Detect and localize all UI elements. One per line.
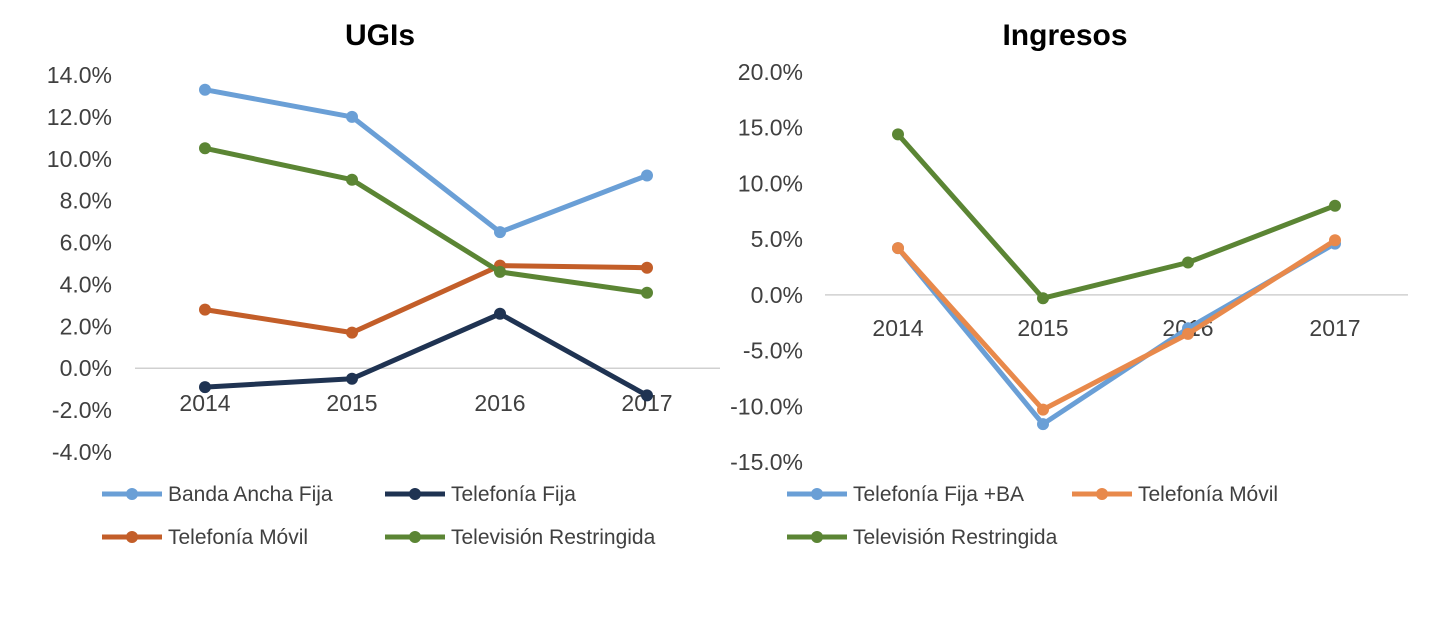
data-point [1182, 327, 1194, 340]
data-point [494, 265, 506, 278]
legend-swatch-marker [1096, 488, 1108, 500]
legend-swatch-marker [409, 531, 421, 543]
legend-swatch-marker [126, 488, 138, 500]
x-tick-label: 2015 [1017, 315, 1068, 341]
data-point [1037, 418, 1049, 431]
data-point [494, 226, 506, 239]
legend-entry: Telefonía Fija [385, 483, 576, 506]
y-tick-label: 20.0% [738, 59, 803, 85]
legend-label: Telefonía Móvil [1138, 483, 1278, 506]
y-tick-label: 12.0% [47, 104, 112, 130]
x-tick-label: 2014 [872, 315, 923, 341]
data-point [199, 142, 211, 155]
legend-swatch-marker [126, 531, 138, 543]
series-1 [892, 234, 1341, 416]
y-tick-label: -15.0% [730, 449, 803, 475]
legend-label: Televisión Restringida [451, 526, 656, 549]
data-point [1182, 256, 1194, 269]
legend-swatch-marker [811, 531, 823, 543]
series-line [202, 263, 650, 336]
y-tick-label: 0.0% [60, 355, 112, 381]
legend-label: Telefonía Fija +BA [853, 483, 1024, 506]
x-tick-label: 2015 [326, 390, 377, 416]
series-2 [199, 259, 653, 339]
series-0 [892, 237, 1341, 431]
y-tick-label: -4.0% [52, 439, 112, 465]
y-tick-label: -2.0% [52, 397, 112, 423]
data-point [346, 326, 358, 339]
legend-label: Telefonía Fija [451, 483, 576, 506]
data-point [641, 169, 653, 182]
series-line [202, 145, 650, 296]
chart-0: UGIs 14.0% 12.0% 10.0% 8.0% 6.0% 4.0% 2.0% 0.0% -… [47, 19, 720, 549]
x-tick-label: 2014 [179, 390, 230, 416]
data-point [892, 128, 904, 141]
series-line [895, 237, 1338, 413]
series-3 [199, 142, 653, 299]
data-point [641, 389, 653, 402]
series-line [895, 241, 1338, 427]
y-tick-label: 6.0% [60, 230, 112, 256]
legend-swatch-marker [811, 488, 823, 500]
data-point [1329, 234, 1341, 247]
legend-label: Telefonía Móvil [168, 526, 308, 549]
series-1 [199, 307, 653, 402]
x-tick-label: 2016 [474, 390, 525, 416]
data-point [641, 261, 653, 274]
y-tick-label: 10.0% [47, 146, 112, 172]
legend-entry: Televisión Restringida [385, 526, 656, 549]
data-point [199, 381, 211, 394]
data-point [1037, 292, 1049, 305]
y-tick-label: 10.0% [738, 170, 803, 196]
series-0 [199, 83, 653, 239]
y-tick-label: -10.0% [730, 393, 803, 419]
series-2 [892, 128, 1341, 305]
data-point [892, 242, 904, 255]
legend-entry: Banda Ancha Fija [102, 483, 333, 506]
chart-title: Ingresos [1002, 19, 1127, 52]
y-tick-label: 0.0% [751, 282, 803, 308]
data-point [346, 372, 358, 385]
chart-1: Ingresos 20.0% 15.0% 10.0% 5.0% 0.0% -5.0% -10.… [730, 19, 1408, 549]
data-point [1037, 403, 1049, 416]
data-point [641, 286, 653, 299]
series-line [202, 311, 650, 398]
y-tick-label: 8.0% [60, 188, 112, 214]
legend-entry: Telefonía Fija +BA [787, 483, 1024, 506]
y-tick-label: 4.0% [60, 271, 112, 297]
data-point [494, 307, 506, 320]
legend-label: Banda Ancha Fija [168, 483, 333, 506]
data-point [199, 83, 211, 96]
y-tick-label: 2.0% [60, 313, 112, 339]
y-tick-label: -5.0% [743, 338, 803, 364]
series-line [202, 87, 650, 235]
chart-title: UGIs [345, 19, 415, 52]
data-point [346, 173, 358, 186]
series-line [895, 131, 1338, 301]
data-point [1329, 199, 1341, 212]
legend-swatch-marker [409, 488, 421, 500]
legend-entry: Telefonía Móvil [1072, 483, 1278, 506]
y-tick-label: 5.0% [751, 226, 803, 252]
legend-label: Televisión Restringida [853, 526, 1058, 549]
data-point [199, 303, 211, 316]
y-tick-label: 15.0% [738, 115, 803, 141]
x-tick-label: 2017 [1309, 315, 1360, 341]
legend-entry: Televisión Restringida [787, 526, 1058, 549]
data-point [346, 110, 358, 123]
y-tick-label: 14.0% [47, 62, 112, 88]
legend-entry: Telefonía Móvil [102, 526, 308, 549]
